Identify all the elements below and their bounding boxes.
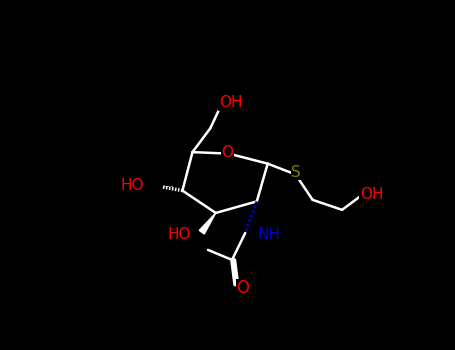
Text: OH: OH bbox=[360, 187, 383, 202]
Text: NH: NH bbox=[258, 227, 280, 242]
Text: ···: ··· bbox=[163, 181, 175, 194]
Text: O: O bbox=[237, 279, 249, 298]
Text: OH: OH bbox=[219, 95, 242, 110]
Text: S: S bbox=[292, 164, 301, 180]
Text: O: O bbox=[222, 145, 233, 160]
Text: HO: HO bbox=[121, 178, 144, 194]
Text: HO: HO bbox=[167, 227, 191, 242]
Polygon shape bbox=[199, 213, 216, 234]
